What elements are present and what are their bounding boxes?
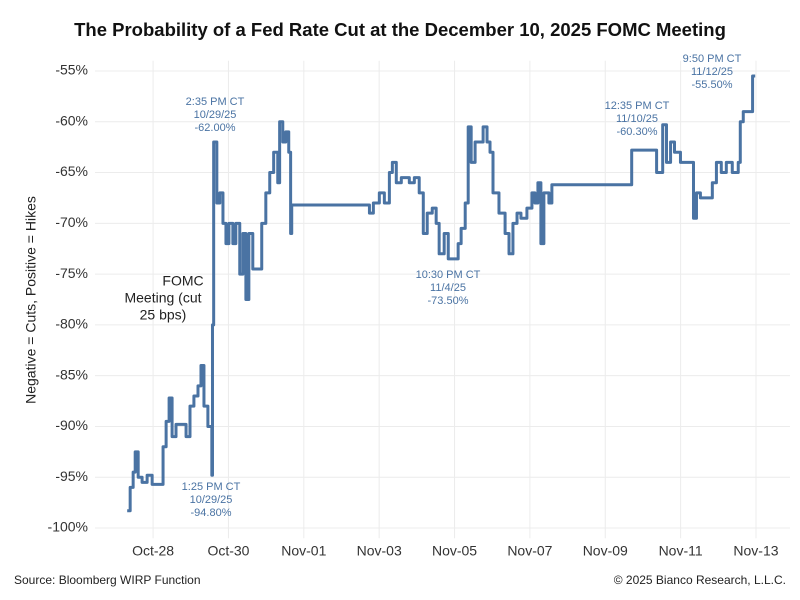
chart-title: The Probability of a Fed Rate Cut at the… [74,19,726,40]
y-tick-label: -80% [55,316,88,332]
annotation: Meeting (cut [124,290,201,306]
annotation: -60.30% [617,126,658,138]
y-tick-label: -70% [55,214,88,230]
annotation: -55.50% [692,79,733,91]
annotation: 11/4/25 [430,282,466,294]
annotation: -73.50% [428,295,469,307]
annotation: 1:25 PM CT [182,481,241,493]
copyright: © 2025 Bianco Research, L.L.C. [614,573,786,587]
x-tick-label: Nov-01 [281,543,326,559]
y-axis-label: Negative = Cuts, Positive = Hikes [23,196,39,404]
annotation: 10/29/25 [194,109,237,121]
annotation: 12:35 PM CT [605,100,670,112]
x-tick-label: Nov-07 [507,543,552,559]
y-tick-label: -100% [48,519,88,535]
x-tick-label: Nov-03 [357,543,402,559]
source: Source: Bloomberg WIRP Function [14,573,201,587]
x-tick-label: Oct-30 [207,543,249,559]
x-tick-label: Oct-28 [132,543,174,559]
x-tick-label: Nov-13 [733,543,778,559]
y-tick-label: -60% [55,112,88,128]
annotation: -94.80% [191,507,232,519]
annotation: 11/10/25 [616,113,658,125]
data-line [127,74,756,513]
y-tick-label: -90% [55,417,88,433]
x-tick-label: Nov-09 [583,543,628,559]
x-tick-label: Nov-11 [659,543,703,559]
annotation: 10:30 PM CT [416,269,481,281]
annotation: 25 bps) [140,307,187,323]
y-tick-label: -65% [55,163,88,179]
x-tick-label: Nov-05 [432,543,477,559]
annotation: -62.00% [195,122,236,134]
annotation: 11/12/25 [691,66,733,78]
annotation: 9:50 PM CT [683,53,742,65]
y-tick-label: -75% [55,265,88,281]
annotation: 2:35 PM CT [186,96,245,108]
y-tick-label: -85% [55,366,88,382]
annotation: 10/29/25 [190,494,233,506]
y-tick-label: -95% [55,468,88,484]
y-tick-label: -55% [55,62,88,78]
annotation: FOMC [162,273,203,289]
